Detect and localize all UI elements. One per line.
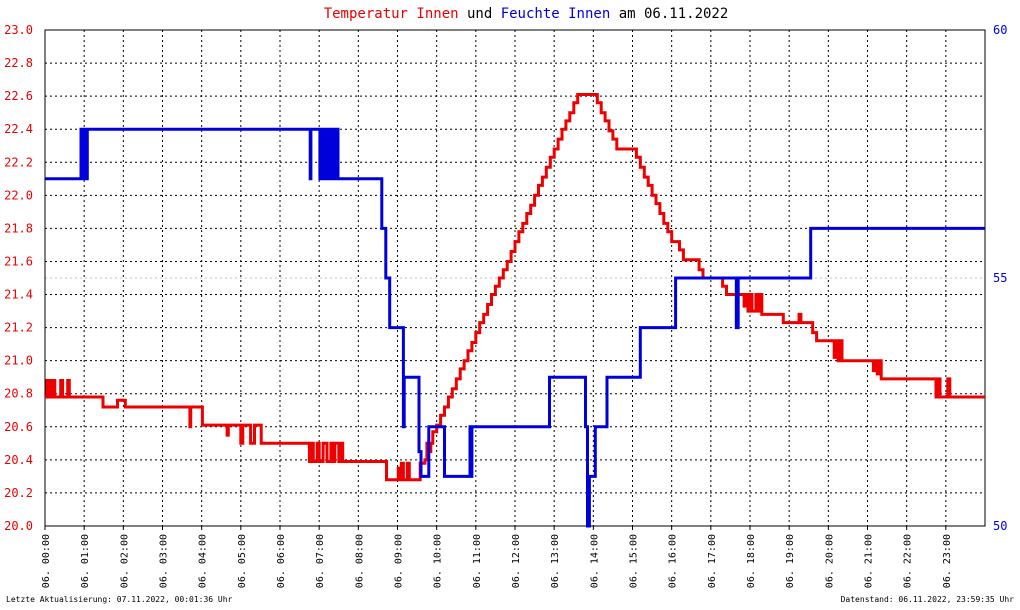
x-tick-label: 06. 05:00 [237,534,248,588]
x-tick-label: 06. 13:00 [550,534,561,588]
x-tick-label: 06. 03:00 [159,534,170,588]
x-tick-label: 06. 01:00 [80,534,91,588]
y-left-tick-label: 20.2 [4,486,33,500]
y-left-tick-label: 22.8 [4,56,33,70]
x-tick-label: 06. 04:00 [198,534,209,588]
x-tick-label: 06. 06:00 [276,534,287,588]
x-tick-label: 06. 09:00 [394,534,405,588]
temperature-series-line [45,93,985,482]
y-left-tick-label: 21.6 [4,254,33,268]
axis-layer: 20.0 20.2 20.4 20.6 20.8 21.0 21.2 21.4 21.6 21.8… [4,23,1007,588]
x-tick-label: 06. 20:00 [824,534,835,588]
x-tick-label: 06. 19:00 [785,534,796,588]
x-tick-label: 06. 08:00 [354,534,365,588]
chart-title: Temperatur Innen und Feuchte Innen am 06… [324,6,729,22]
y-left-tick-label: 22.2 [4,155,33,169]
x-tick-label: 06. 22:00 [903,534,914,588]
y-left-tick-label: 20.8 [4,387,33,401]
title-und: und [459,6,501,22]
x-tick-label: 06. 21:00 [864,534,875,588]
footer-last-update: Letzte Aktualisierung: 07.11.2022, 00:01… [6,595,233,604]
x-tick-label: 06. 12:00 [511,534,522,588]
x-tick-label: 06. 17:00 [707,534,718,588]
x-tick-label: 06. 10:00 [433,534,444,588]
y-left-tick-label: 20.6 [4,420,33,434]
title-temperature: Temperatur Innen [324,6,459,22]
series-layer [45,93,985,528]
y-right-tick-label: 55 [993,271,1007,285]
x-tick-label: 06. 16:00 [668,534,679,588]
y-left-tick-label: 21.0 [4,354,33,368]
y-left-tick-label: 21.2 [4,321,33,335]
y-left-tick-label: 21.8 [4,221,33,235]
x-tick-label: 06. 23:00 [942,534,953,588]
footer-data-status: Datenstand: 06.11.2022, 23:59:35 Uhr [840,595,1014,604]
x-tick-label: 06. 14:00 [589,534,600,588]
y-left-tick-label: 20.4 [4,453,33,467]
y-left-tick-label: 22.4 [4,122,33,136]
x-tick-label: 06. 11:00 [472,534,483,588]
x-tick-label: 06. 02:00 [119,534,130,588]
y-left-tick-label: 20.0 [4,519,33,533]
title-date: am 06.11.2022 [610,6,728,22]
x-tick-label: 06. 07:00 [315,534,326,588]
y-right-tick-label: 60 [993,23,1007,37]
y-left-tick-label: 23.0 [4,23,33,37]
x-tick-label: 06. 18:00 [746,534,757,588]
y-right-tick-label: 50 [993,519,1007,533]
title-humidity: Feuchte Innen [501,6,611,22]
grid-layer [45,30,985,526]
x-tick-label: 06. 15:00 [629,534,640,588]
humidity-series-line [45,127,985,528]
x-tick-label: 06. 00:00 [41,534,52,588]
y-left-tick-label: 21.4 [4,288,33,302]
y-left-tick-label: 22.0 [4,188,33,202]
y-left-tick-label: 22.6 [4,89,33,103]
